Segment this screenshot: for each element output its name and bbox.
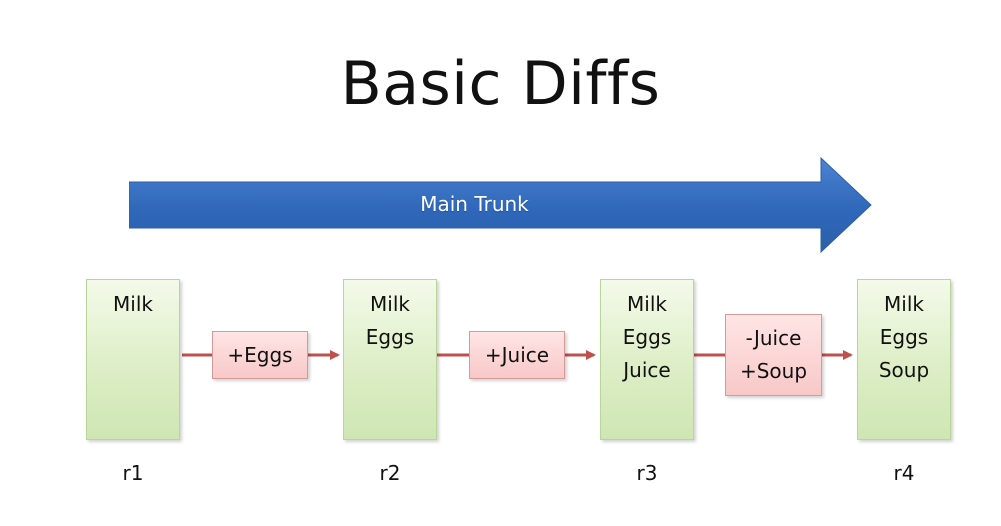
revision-r1-item-1: Milk bbox=[113, 292, 153, 316]
revision-r4-box: Milk Eggs Soup bbox=[857, 279, 951, 440]
revision-r4-item-1: Milk bbox=[884, 292, 924, 316]
revision-r3-box: Milk Eggs Juice bbox=[600, 279, 694, 440]
main-trunk-arrow bbox=[129, 156, 873, 254]
change-line: -Juice bbox=[745, 326, 802, 350]
revision-r3-item-3: Juice bbox=[623, 358, 671, 382]
revision-r2-box: Milk Eggs bbox=[343, 279, 437, 440]
change-box-juice-to-soup: -Juice +Soup bbox=[725, 314, 822, 396]
revision-label-r1: r1 bbox=[122, 461, 144, 485]
revision-label-r4: r4 bbox=[893, 461, 915, 485]
revision-label-r3: r3 bbox=[636, 461, 658, 485]
revision-r4-item-2: Eggs bbox=[879, 325, 929, 349]
change-box-add-eggs: +Eggs bbox=[212, 331, 308, 379]
revision-r4-item-3: Soup bbox=[878, 358, 930, 382]
change-box-add-juice: +Juice bbox=[469, 331, 565, 379]
change-line: +Soup bbox=[739, 359, 808, 383]
revision-r2-item-2: Eggs bbox=[365, 325, 415, 349]
revision-r1-box: Milk bbox=[86, 279, 180, 440]
slide-title: Basic Diffs bbox=[340, 49, 661, 119]
change-line: +Juice bbox=[484, 342, 550, 367]
main-trunk-label: Main Trunk bbox=[420, 192, 529, 216]
change-line: +Eggs bbox=[227, 342, 293, 367]
revision-r3-item-1: Milk bbox=[627, 292, 667, 316]
revision-r3-item-2: Eggs bbox=[622, 325, 672, 349]
revision-r2-item-1: Milk bbox=[370, 292, 410, 316]
revision-label-r2: r2 bbox=[379, 461, 401, 485]
